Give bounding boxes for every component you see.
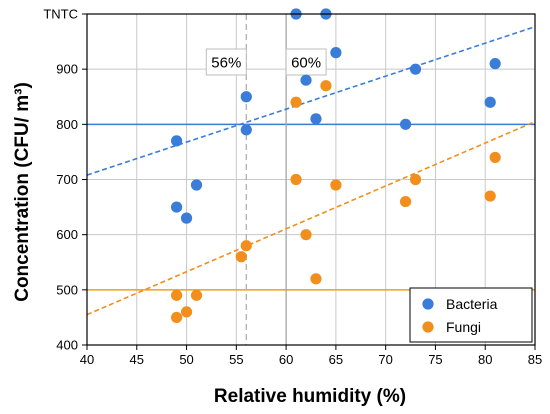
threshold-label-box: [205, 48, 247, 76]
y-tick-label: 400: [56, 338, 78, 353]
y-tick-label: 800: [56, 117, 78, 132]
data-point: [171, 289, 183, 301]
data-point: [399, 195, 412, 208]
data-point: [409, 63, 422, 75]
legend-label: Bacteria: [446, 296, 498, 312]
y-tick-label: TNTC: [43, 7, 78, 22]
data-point: [310, 113, 322, 125]
data-point: [330, 47, 342, 59]
data-point: [240, 124, 252, 136]
x-axis-title: Relative humidity (%): [214, 386, 406, 407]
data-point: [171, 201, 183, 213]
data-point: [320, 80, 332, 92]
x-tick-label: 80: [478, 352, 492, 367]
data-point: [409, 173, 422, 186]
trend-line: [86, 120, 536, 316]
x-tick-label: 70: [378, 352, 392, 367]
data-point: [489, 58, 501, 70]
y-tick-label: 700: [56, 172, 78, 187]
data-point: [484, 96, 496, 108]
threshold-label: 56%: [211, 55, 241, 72]
trend-line: [86, 25, 536, 176]
y-tick-label: 500: [56, 282, 78, 297]
legend-marker: [422, 298, 434, 310]
legend-box: [409, 287, 533, 343]
data-point: [330, 179, 342, 191]
legend: Bacteria Fungi: [409, 287, 533, 343]
x-tick-label: 45: [130, 352, 144, 367]
x-tick-label: 50: [179, 352, 193, 367]
data-point: [171, 311, 183, 324]
data-point: [190, 179, 203, 191]
x-tick-label: 75: [428, 352, 442, 367]
data-point: [300, 74, 312, 86]
data-point: [489, 151, 501, 164]
data-point: [180, 212, 193, 224]
x-tick-label: 65: [329, 352, 343, 367]
data-point: [180, 306, 193, 318]
data-point: [290, 173, 302, 186]
y-tick-label: 900: [56, 62, 78, 77]
legend-marker: [422, 321, 434, 333]
data-point: [240, 91, 252, 103]
x-tick-label: 55: [229, 352, 243, 367]
data-point: [310, 273, 322, 285]
data-point: [190, 289, 203, 301]
data-point: [300, 229, 312, 241]
x-tick-label: 40: [80, 352, 94, 367]
y-axis-title: Concentration (CFU/ m³): [12, 82, 33, 302]
x-tick-label: 85: [528, 352, 542, 367]
data-point: [290, 96, 302, 108]
data-point: [484, 190, 496, 202]
legend-label: Fungi: [446, 319, 481, 335]
threshold-label: 60%: [291, 55, 321, 72]
plot-frame: [86, 13, 536, 346]
data-point: [399, 118, 412, 130]
data-point: [240, 240, 252, 252]
data-point: [171, 135, 183, 147]
data-point: [235, 251, 247, 263]
threshold-label-box: [285, 48, 327, 76]
y-tick-label: 600: [56, 227, 78, 242]
x-tick-label: 60: [279, 352, 293, 367]
